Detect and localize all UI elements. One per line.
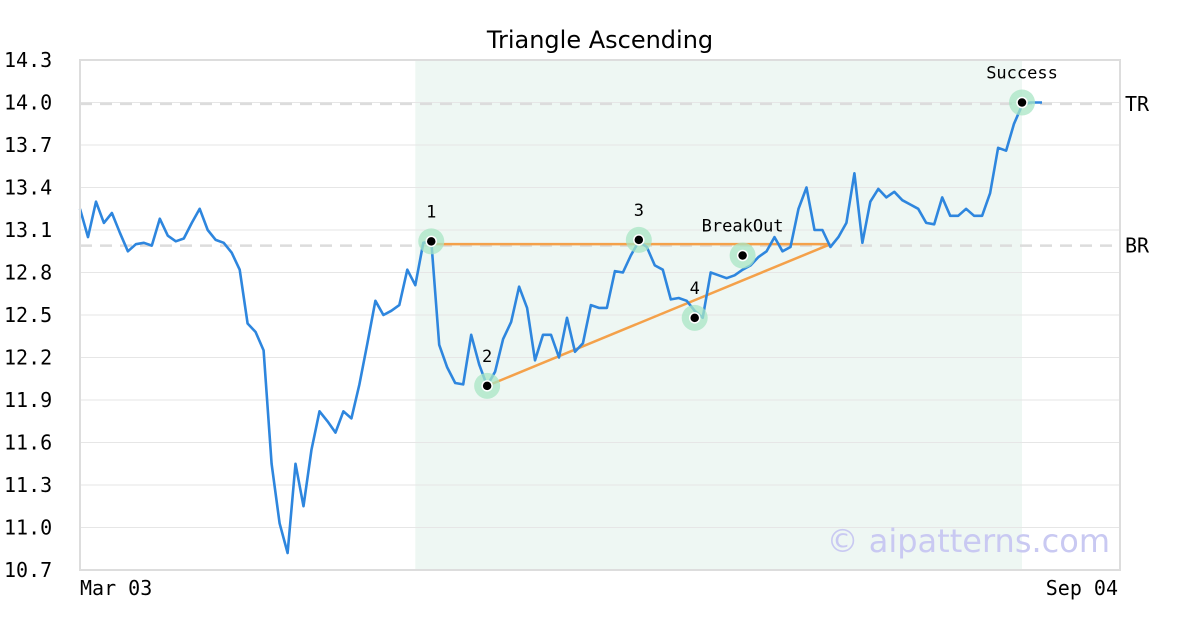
annotation-point (481, 380, 493, 392)
y-tick-label: 14.3 (4, 48, 52, 72)
y-tick-label: 11.6 (4, 431, 52, 455)
y-axis-ticks: 14.3 14.0 13.7 13.4 13.1 12.8 12.5 12.2 11.9 11.6… (4, 48, 52, 582)
plot-frame (79, 59, 1121, 571)
y-tick-label: 11.9 (4, 388, 52, 412)
level-label-tr: TR (1125, 92, 1150, 116)
y-tick-label: 12.8 (4, 261, 52, 285)
annotation-label: 2 (482, 347, 492, 367)
annotation-markers: 1 2 3 4 BreakOut Success (418, 64, 1058, 399)
level-label-br: BR (1125, 234, 1150, 258)
watermark: © aipatterns.com (827, 522, 1110, 560)
annotation-label: Success (986, 64, 1058, 84)
y-tick-label: 12.2 (4, 346, 52, 370)
y-tick-label: 13.4 (4, 176, 52, 200)
annotation-label: 3 (634, 201, 644, 221)
annotation-label: 1 (426, 202, 436, 222)
y-tick-label: 10.7 (4, 558, 52, 582)
y-tick-label: 12.5 (4, 303, 52, 327)
annotation-point (688, 312, 701, 324)
y-tick-label: 14.0 (4, 91, 52, 115)
trendline (486, 243, 831, 387)
annotation-point (633, 234, 645, 246)
y-tick-label: 13.7 (4, 133, 52, 157)
annotation-point (425, 235, 438, 248)
annotation-label: BreakOut (702, 217, 784, 237)
y-tick-label: 11.3 (4, 473, 52, 497)
price-line (78, 101, 1042, 555)
level-lines: TR BR (80, 92, 1150, 258)
x-tick-end: Sep 04 (1046, 576, 1118, 600)
annotation-label: 4 (690, 279, 700, 299)
y-tick-label: 13.1 (4, 218, 52, 242)
y-tick-label: 11.0 (4, 516, 52, 540)
x-tick-start: Mar 03 (80, 576, 152, 600)
annotation-point (1016, 96, 1028, 109)
chart-title: Triangle Ascending (486, 26, 713, 54)
annotation-point (736, 249, 749, 262)
